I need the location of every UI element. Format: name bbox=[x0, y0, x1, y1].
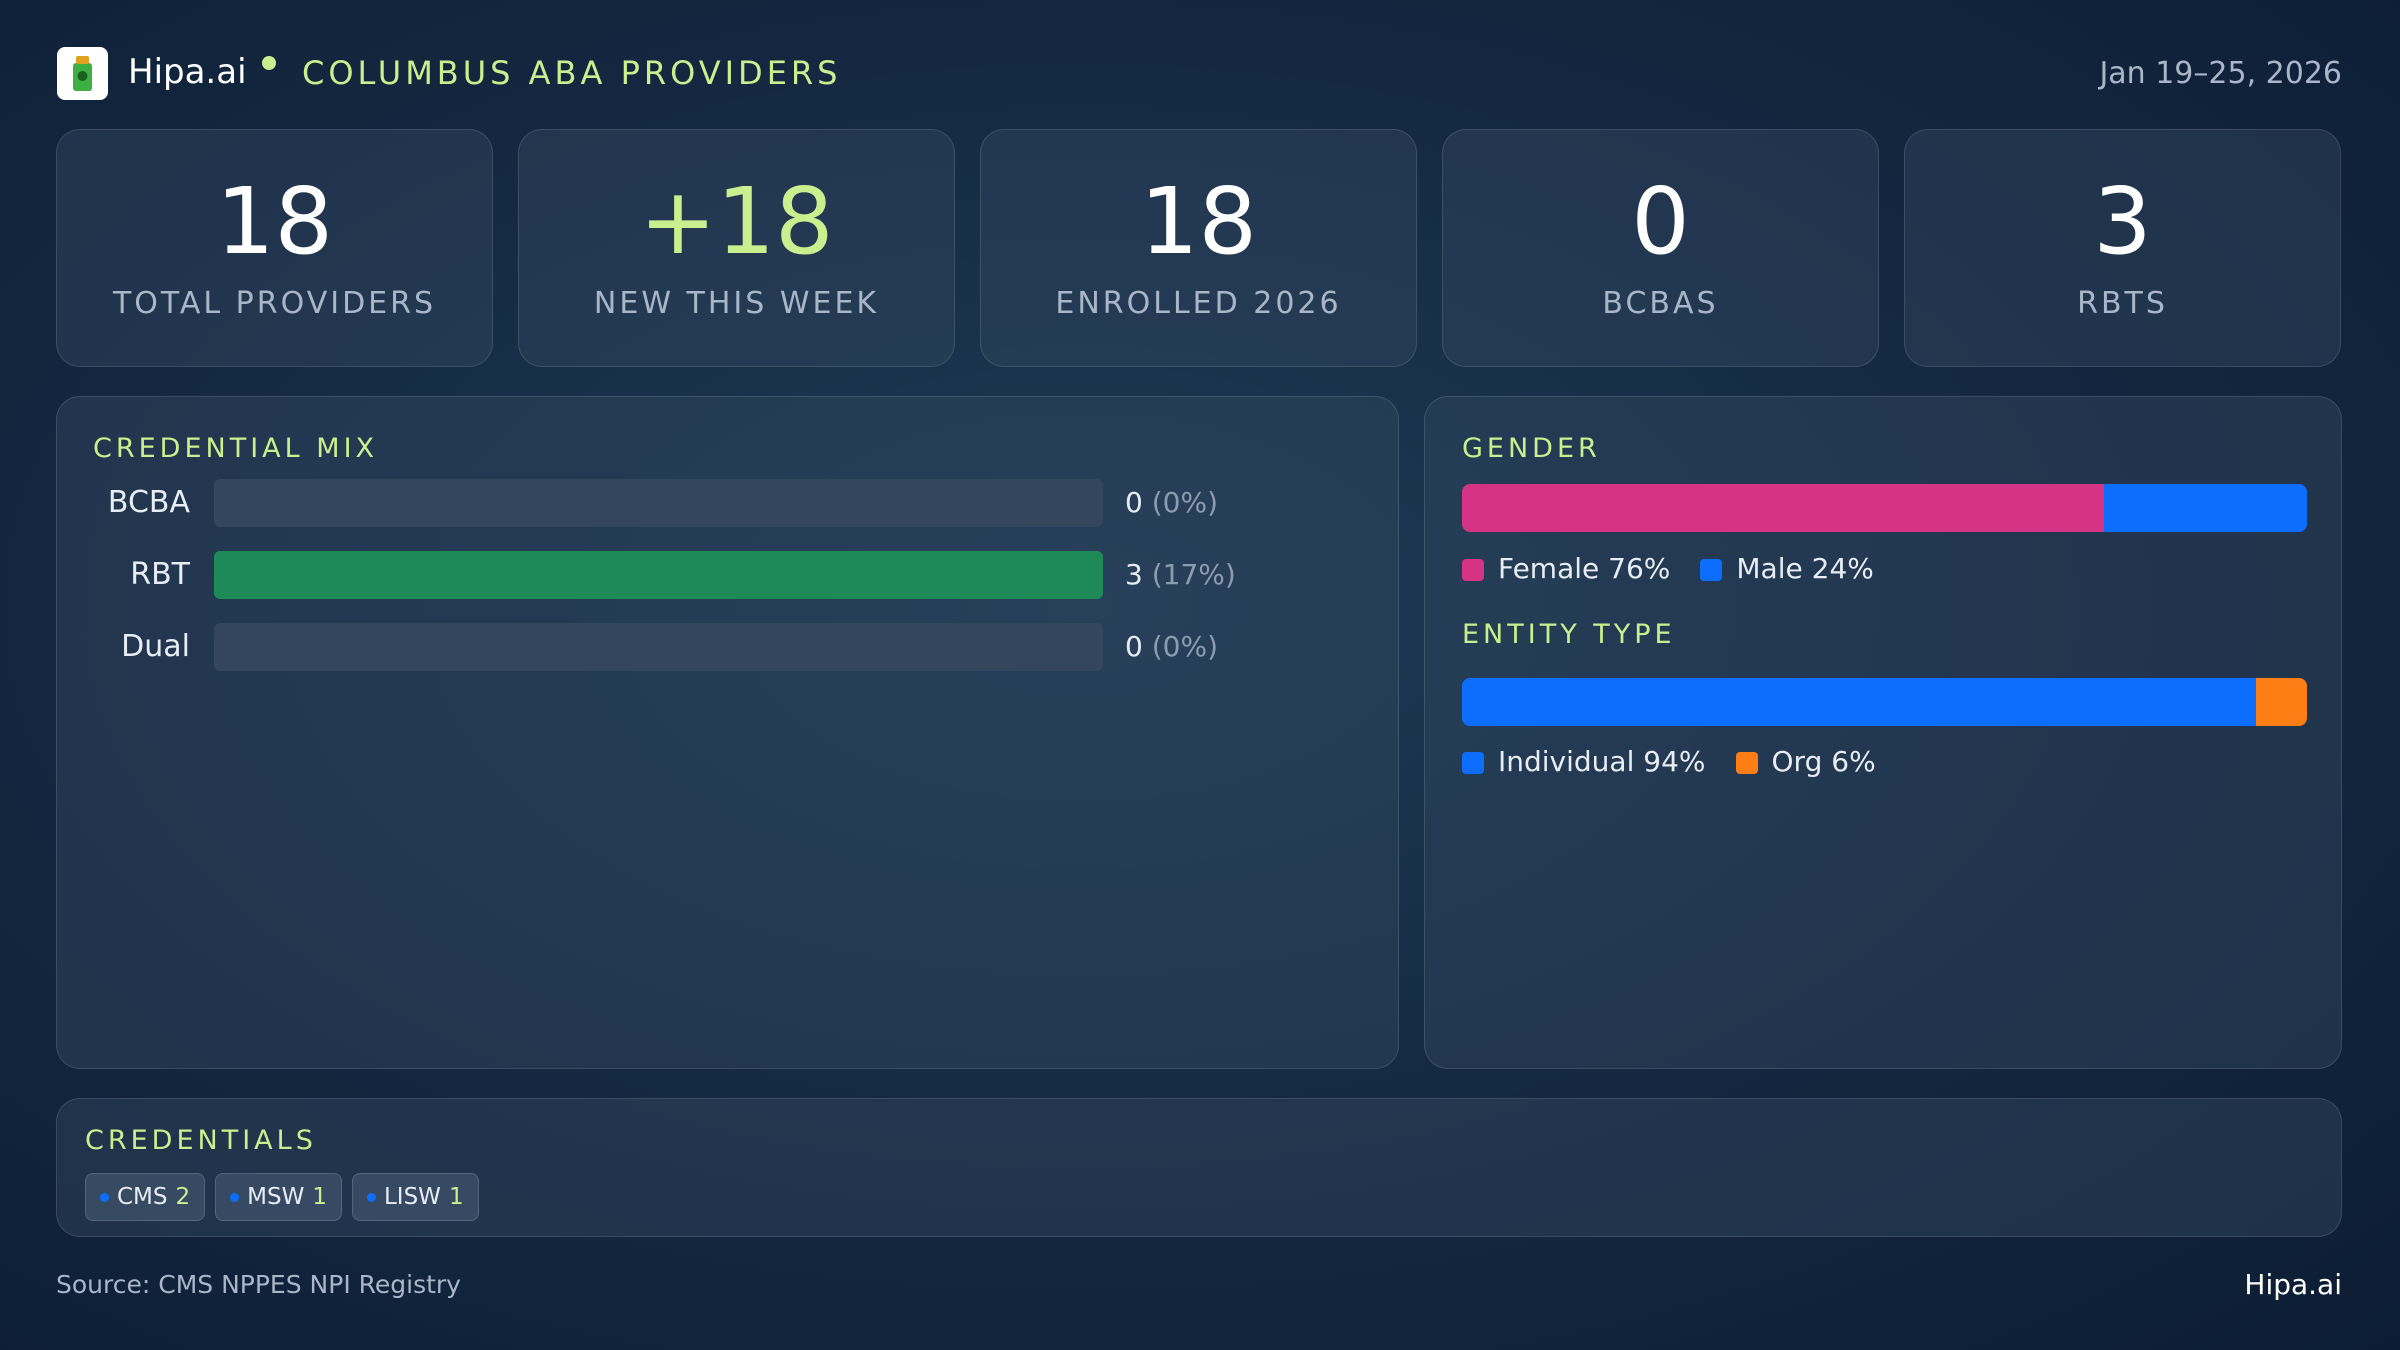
percent: (0%) bbox=[1151, 486, 1219, 519]
separator-dot bbox=[262, 56, 276, 70]
credential-chip: MSW 1 bbox=[215, 1173, 342, 1221]
kpi-value: 0 bbox=[1631, 168, 1690, 275]
brand: Hipa.ai bbox=[128, 52, 247, 92]
chip-dot bbox=[366, 1192, 376, 1202]
kpi-value: 18 bbox=[1139, 168, 1258, 275]
kpi-card: +18 NEW THIS WEEK bbox=[518, 129, 955, 367]
kpi-value: 18 bbox=[215, 168, 334, 275]
percent: (17%) bbox=[1151, 558, 1236, 591]
kpi-label: RBTS bbox=[2077, 286, 2168, 321]
legend-item: Org 6% bbox=[1735, 745, 1876, 778]
legend-value: 6% bbox=[1831, 745, 1876, 778]
kpi-label: ENROLLED 2026 bbox=[1055, 286, 1342, 321]
chip-dot bbox=[100, 1192, 109, 1202]
credential-chip: CMS 2 bbox=[85, 1173, 206, 1221]
segment bbox=[1462, 678, 2257, 726]
credential-chip: LISW 1 bbox=[351, 1173, 479, 1221]
footer-brand: Hipa.ai bbox=[2244, 1268, 2342, 1301]
legend-swatch bbox=[1735, 752, 1758, 774]
legend-name: Male bbox=[1736, 552, 1803, 585]
chip-count: 1 bbox=[312, 1184, 327, 1210]
segment bbox=[1462, 484, 2105, 532]
kpi-card: 18 TOTAL PROVIDERS bbox=[56, 129, 493, 367]
legend-name: Female bbox=[1498, 552, 1600, 585]
bar-label: BCBA bbox=[107, 485, 190, 520]
chip-count: 1 bbox=[448, 1184, 464, 1210]
bar-label: Dual bbox=[121, 629, 190, 664]
kpi-label: NEW THIS WEEK bbox=[593, 286, 880, 321]
legend-swatch bbox=[1700, 559, 1723, 581]
chip-dot bbox=[230, 1192, 240, 1202]
segment bbox=[2104, 484, 2307, 532]
credentials-panel: CREDENTIALS CMS 2 MSW 1 LISW 1 bbox=[56, 1098, 2342, 1237]
chip-name: LISW bbox=[383, 1184, 441, 1210]
legend-item: Individual 94% bbox=[1462, 745, 1706, 778]
kpi-value: 3 bbox=[2093, 168, 2152, 275]
value-label: 0 (0%) bbox=[1125, 479, 1218, 527]
value-label: 3 (17%) bbox=[1125, 551, 1236, 599]
legend-value: 76% bbox=[1608, 552, 1671, 585]
legend-name: Individual bbox=[1498, 745, 1635, 778]
kpi-label: BCBAS bbox=[1602, 286, 1719, 321]
bar-track bbox=[214, 623, 1103, 671]
value: 0 bbox=[1125, 630, 1143, 663]
logo bbox=[57, 47, 108, 100]
value-label: 0 (0%) bbox=[1125, 623, 1218, 671]
segment bbox=[2256, 678, 2307, 726]
date-range: Jan 19–25, 2026 bbox=[2099, 56, 2342, 91]
page-title: COLUMBUS ABA PROVIDERS bbox=[302, 54, 842, 92]
section-title: ENTITY TYPE bbox=[1462, 619, 1676, 650]
percent: (0%) bbox=[1151, 630, 1219, 663]
bar-track bbox=[214, 479, 1103, 527]
bar-label: RBT bbox=[130, 557, 190, 592]
kpi-card: 3 RBTS bbox=[1904, 129, 2341, 367]
credential-mix-panel: CREDENTIAL MIX BCBA 0 (0%) RBT 3 (17%) Dual 0… bbox=[56, 396, 1399, 1069]
legend-item: Female 76% bbox=[1462, 552, 1670, 585]
stacked-bar bbox=[1462, 678, 2307, 726]
demographics-panel: GENDER Female 76% Male 24% ENTITY TYPE In… bbox=[1424, 396, 2342, 1069]
section-title: CREDENTIAL MIX bbox=[93, 433, 379, 464]
stacked-bar bbox=[1462, 484, 2307, 532]
legend-swatch bbox=[1462, 752, 1484, 774]
source-note: Source: CMS NPPES NPI Registry bbox=[56, 1270, 461, 1299]
chip-name: MSW bbox=[247, 1184, 305, 1210]
chip-count: 2 bbox=[175, 1184, 191, 1210]
legend-item: Male 24% bbox=[1700, 552, 1874, 585]
section-title: GENDER bbox=[1462, 433, 1601, 464]
value: 3 bbox=[1125, 558, 1143, 591]
legend: Individual 94% Org 6% bbox=[1462, 745, 1876, 778]
kpi-card: 18 ENROLLED 2026 bbox=[980, 129, 1417, 367]
kpi-value: +18 bbox=[639, 168, 834, 275]
chip-name: CMS bbox=[117, 1184, 168, 1210]
kpi-label: TOTAL PROVIDERS bbox=[112, 286, 437, 321]
legend-swatch bbox=[1462, 559, 1484, 581]
value: 0 bbox=[1125, 486, 1143, 519]
section-title: CREDENTIALS bbox=[85, 1125, 317, 1156]
legend-value: 24% bbox=[1811, 552, 1874, 585]
bar bbox=[214, 551, 1103, 599]
legend-name: Org bbox=[1771, 745, 1823, 778]
legend: Female 76% Male 24% bbox=[1462, 552, 1874, 585]
legend-value: 94% bbox=[1643, 745, 1706, 778]
credential-chips: CMS 2 MSW 1 LISW 1 bbox=[85, 1173, 489, 1221]
kpi-card: 0 BCBAS bbox=[1442, 129, 1879, 367]
